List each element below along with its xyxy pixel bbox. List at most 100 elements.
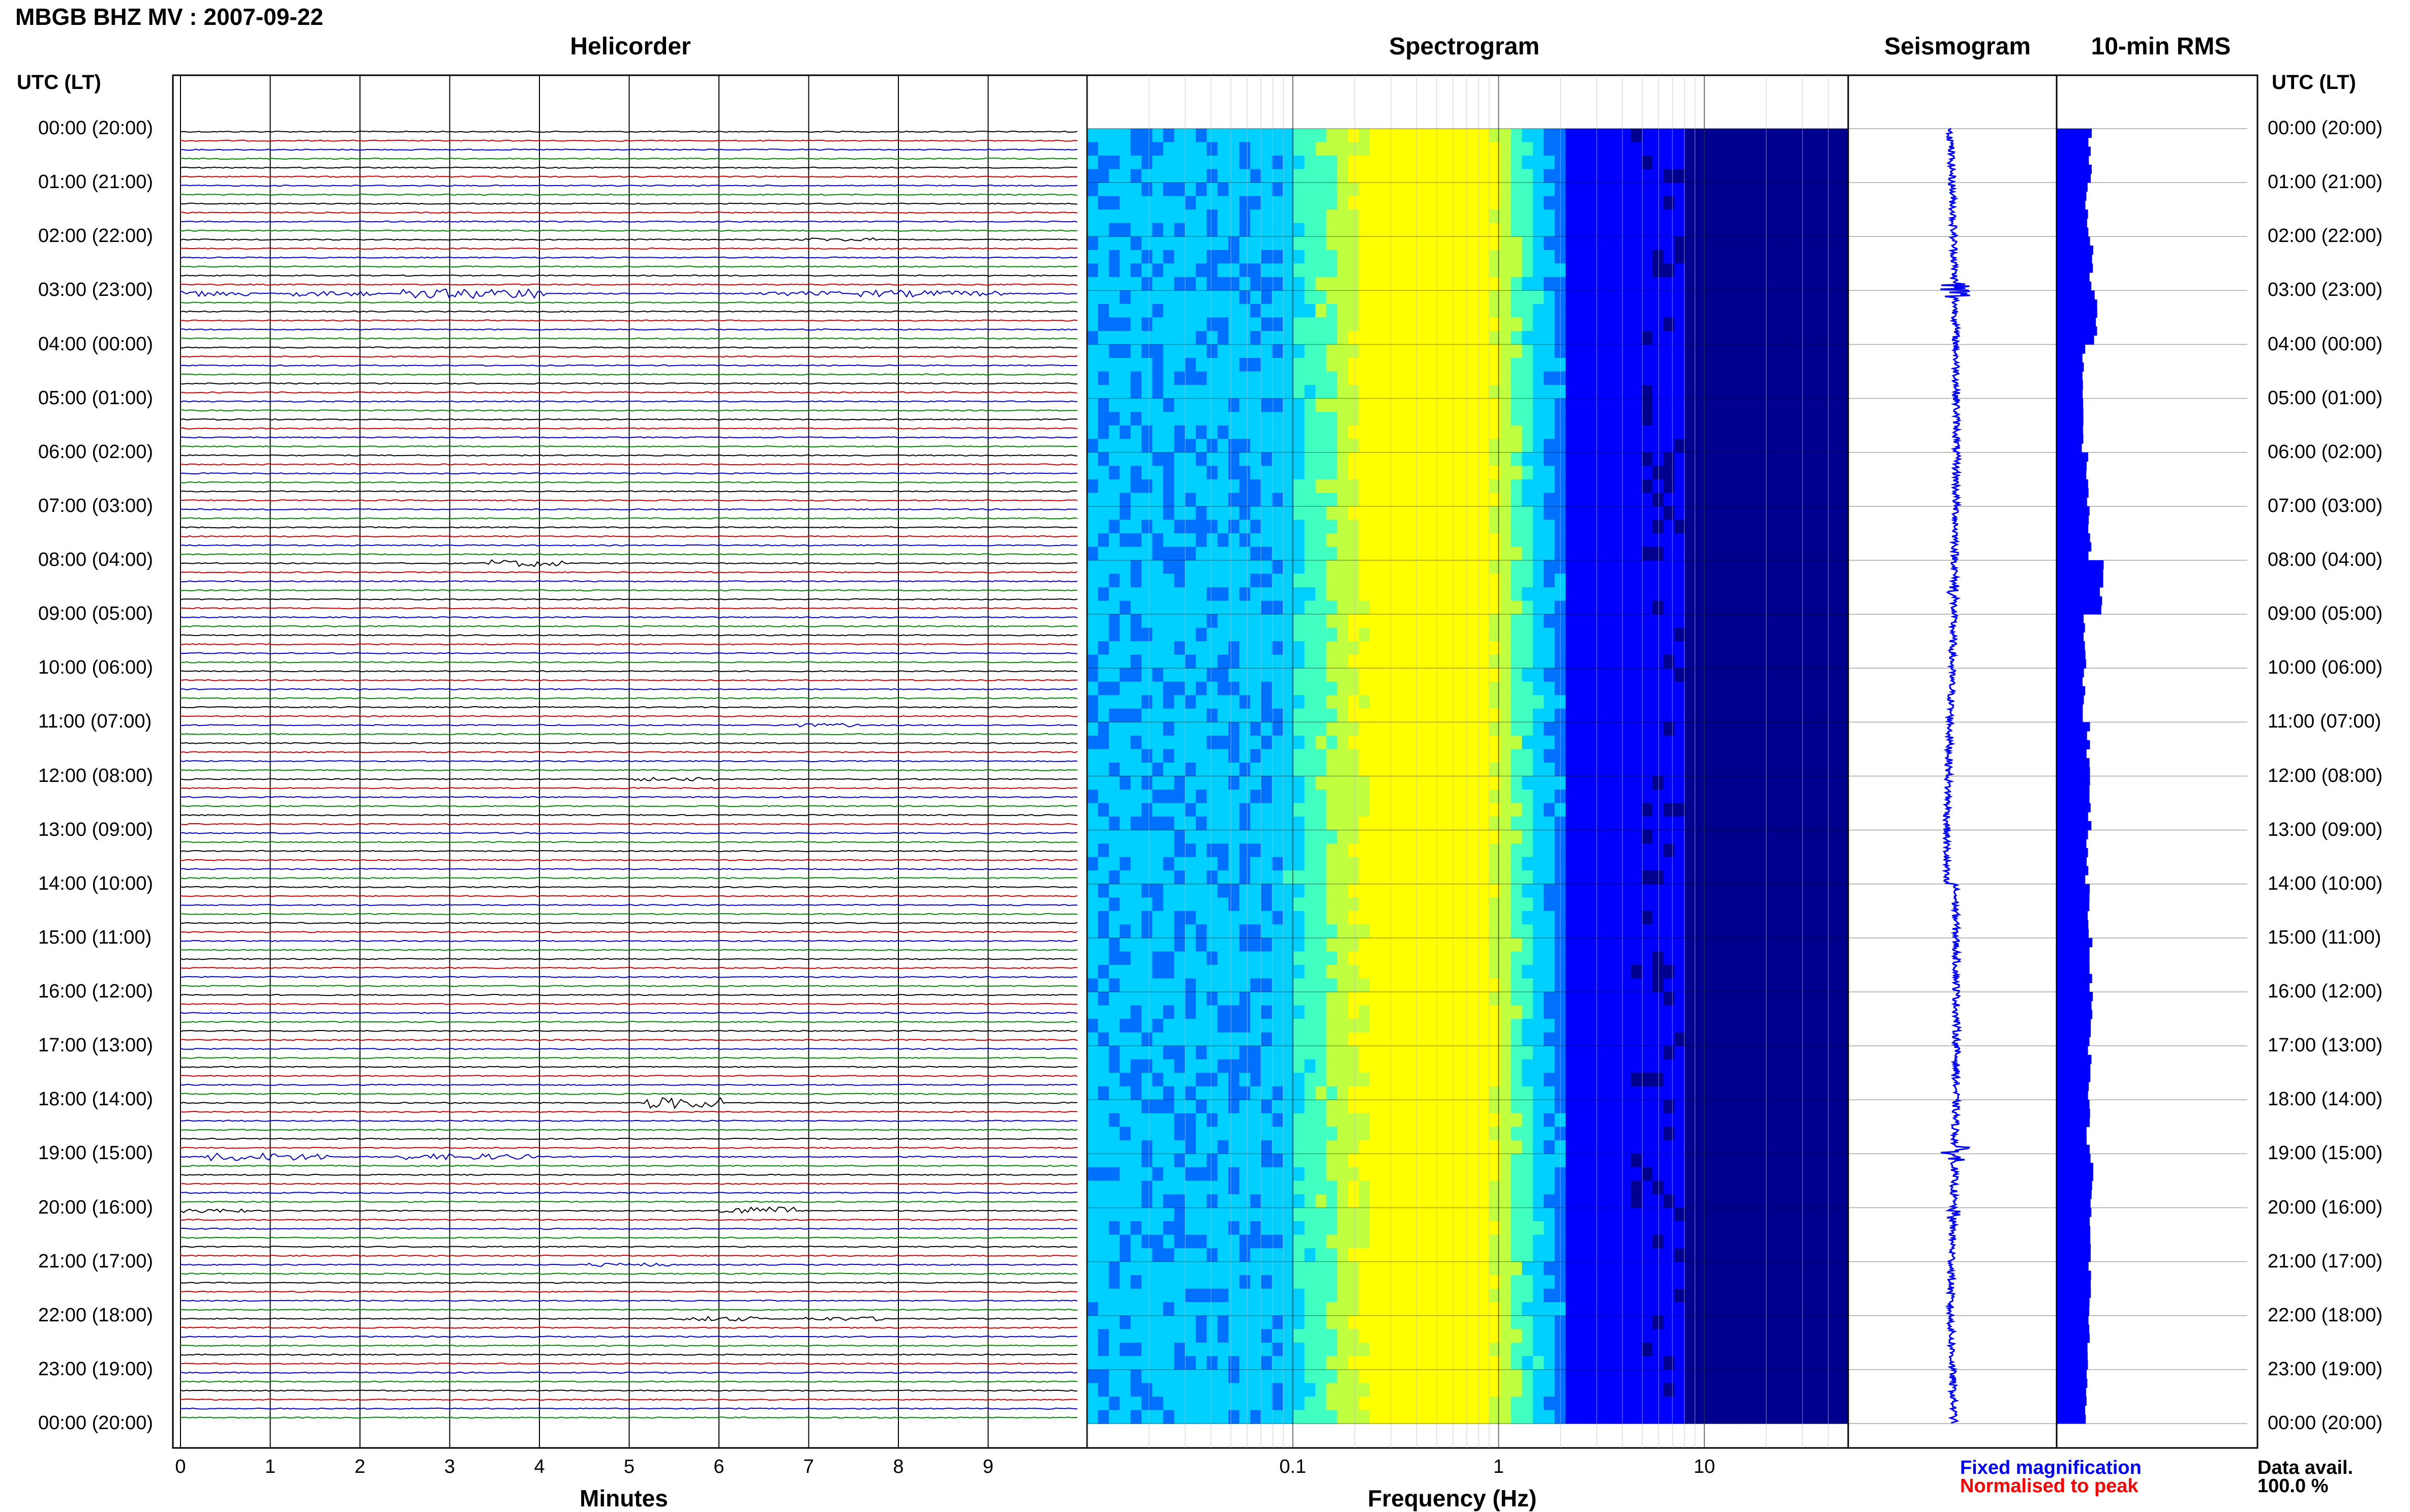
spectrogram-cell: [1392, 736, 1403, 749]
spectrogram-cell: [1805, 870, 1816, 884]
spectrogram-cell: [1218, 574, 1229, 588]
spectrogram-cell: [1141, 1046, 1153, 1060]
spectrogram-cell: [1250, 695, 1261, 709]
spectrogram-cell: [1348, 385, 1359, 399]
spectrogram-cell: [1500, 169, 1512, 183]
spectrogram-cell: [1620, 331, 1631, 345]
spectrogram-cell: [1359, 399, 1370, 412]
spectrogram-cell: [1609, 223, 1620, 237]
spectrogram-cell: [1098, 506, 1109, 520]
spectrogram-cell: [1174, 803, 1185, 817]
spectrogram-cell: [1250, 709, 1261, 722]
spectrogram-cell: [1402, 236, 1413, 250]
spectrogram-cell: [1761, 169, 1772, 183]
spectrogram-cell: [1457, 533, 1468, 547]
spectrogram-cell: [1696, 399, 1707, 412]
spectrogram-cell: [1751, 466, 1762, 479]
spectrogram-cell: [1196, 897, 1207, 911]
spectrogram-cell: [1609, 965, 1620, 979]
spectrogram-cell: [1098, 803, 1109, 817]
spectrogram-cell: [1544, 682, 1555, 695]
spectrogram-cell: [1652, 493, 1664, 506]
spectrogram-cell: [1392, 372, 1403, 385]
spectrogram-cell: [1696, 817, 1707, 830]
spectrogram-cell: [1652, 223, 1664, 237]
spectrogram-cell: [1239, 911, 1250, 925]
spectrogram-cell: [1359, 722, 1370, 736]
spectrogram-cell: [1327, 924, 1338, 938]
spectrogram-cell: [1359, 587, 1370, 601]
spectrogram-cell: [1652, 169, 1664, 183]
spectrogram-cell: [1152, 358, 1163, 372]
spectrogram-cell: [1609, 290, 1620, 304]
spectrogram-cell: [1141, 965, 1153, 979]
spectrogram-cell: [1457, 1019, 1468, 1033]
spectrogram-cell: [1631, 331, 1642, 345]
spectrogram-cell: [1380, 951, 1392, 965]
spectrogram-cell: [1424, 209, 1435, 223]
spectrogram-cell: [1772, 817, 1783, 830]
spectrogram-cell: [1098, 331, 1109, 345]
spectrogram-cell: [1424, 614, 1435, 628]
spectrogram-cell: [1511, 709, 1522, 722]
spectrogram-cell: [1141, 897, 1153, 911]
spectrogram-cell: [1479, 951, 1490, 965]
spectrogram-cell: [1098, 263, 1109, 277]
spectrogram-cell: [1479, 223, 1490, 237]
spectrogram-cell: [1370, 506, 1381, 520]
spectrogram-cell: [1620, 965, 1631, 979]
spectrogram-cell: [1631, 992, 1642, 1006]
spectrogram-cell: [1837, 142, 1849, 156]
spectrogram-cell: [1272, 668, 1283, 682]
spectrogram-cell: [1327, 790, 1338, 803]
spectrogram-cell: [1729, 897, 1740, 911]
spectrogram-cell: [1544, 169, 1555, 183]
spectrogram-cell: [1457, 965, 1468, 979]
spectrogram-cell: [1522, 331, 1533, 345]
spectrogram-cell: [1511, 843, 1522, 857]
spectrogram-cell: [1631, 129, 1642, 142]
spectrogram-cell: [1729, 547, 1740, 561]
spectrogram-cell: [1141, 817, 1153, 830]
spectrogram-cell: [1446, 641, 1457, 655]
spectrogram-cell: [1663, 169, 1674, 183]
spectrogram-cell: [1837, 951, 1849, 965]
spectrogram-cell: [1718, 317, 1729, 331]
spectrogram-cell: [1468, 223, 1479, 237]
spectrogram-cell: [1805, 372, 1816, 385]
spectrogram-cell: [1500, 223, 1512, 237]
spectrogram-cell: [1218, 1033, 1229, 1046]
spectrogram-cell: [1174, 641, 1185, 655]
spectrogram-cell: [1565, 399, 1577, 412]
spectrogram-cell: [1631, 763, 1642, 776]
spectrogram-cell: [1674, 979, 1685, 992]
spectrogram-cell: [1794, 196, 1805, 210]
spectrogram-cell: [1663, 331, 1674, 345]
spectrogram-cell: [1196, 209, 1207, 223]
spectrogram-cell: [1772, 156, 1783, 169]
spectrogram-cell: [1272, 870, 1283, 884]
spectrogram-cell: [1772, 628, 1783, 642]
spectrogram-cell: [1250, 911, 1261, 925]
spectrogram-cell: [1457, 358, 1468, 372]
spectrogram-cell: [1729, 965, 1740, 979]
spectrogram-cell: [1479, 331, 1490, 345]
spectrogram-cell: [1207, 399, 1218, 412]
spectrogram-cell: [1380, 385, 1392, 399]
spectrogram-cell: [1109, 722, 1120, 736]
spectrogram-cell: [1261, 1033, 1272, 1046]
spectrogram-cell: [1620, 493, 1631, 506]
spectrogram-cell: [1174, 560, 1185, 574]
spectrogram-cell: [1392, 358, 1403, 372]
spectrogram-cell: [1652, 466, 1664, 479]
spectrogram-cell: [1783, 169, 1794, 183]
spectrogram-cell: [1174, 843, 1185, 857]
spectrogram-cell: [1457, 951, 1468, 965]
spectrogram-cell: [1642, 263, 1653, 277]
spectrogram-cell: [1772, 857, 1783, 871]
spectrogram-cell: [1761, 372, 1772, 385]
spectrogram-cell: [1576, 601, 1587, 615]
spectrogram-cell: [1609, 709, 1620, 722]
spectrogram-cell: [1218, 142, 1229, 156]
spectrogram-cell: [1696, 655, 1707, 669]
